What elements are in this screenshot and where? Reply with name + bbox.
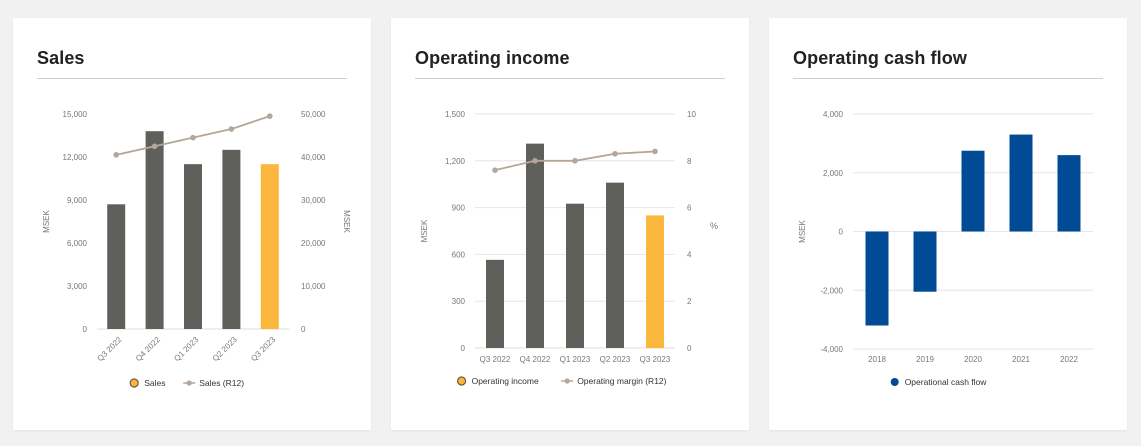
y-axis-title: MSEK <box>42 210 51 233</box>
y-tick-label: -2,000 <box>820 286 843 295</box>
bar <box>865 231 889 326</box>
x-tick-label: Q1 2023 <box>560 355 591 364</box>
line-point <box>267 113 273 119</box>
y-right-tick-label: 40,000 <box>301 153 326 162</box>
x-tick-label: 2019 <box>916 355 934 364</box>
line-point <box>652 148 658 155</box>
operating-cash-flow-chart: -4,000 -2,000 0 2,000 4,000 MSEK 2018 2019 2020 2… <box>798 110 1093 387</box>
y-tick-label: 1,200 <box>445 157 466 166</box>
line-point <box>572 158 578 164</box>
y-right-tick-label: 8 <box>687 157 692 166</box>
y-tick-label: 0 <box>83 325 88 334</box>
operating-cash-flow-card: Operating cash flow -4,000 -2,000 0 2,000 4,… <box>769 18 1127 430</box>
bar <box>606 182 624 348</box>
x-tick-label: Q3 2023 <box>640 355 671 364</box>
x-tick-label: Q4 2022 <box>520 355 551 364</box>
y-tick-label: 9,000 <box>67 196 88 205</box>
operating-income-card: Operating income 0 300 600 900 1,200 1,500 0 2 4… <box>391 18 749 430</box>
x-tick-label: 2021 <box>1012 355 1030 364</box>
y-right-tick-label: 6 <box>687 204 692 213</box>
x-tick-label: 2022 <box>1060 355 1078 364</box>
y-tick-label: 6,000 <box>67 239 88 248</box>
legend-label: Sales <box>144 378 165 388</box>
operating-income-chart: 0 300 600 900 1,200 1,500 0 2 4 6 8 10 MSEK % Q3 2022 Q… <box>420 110 718 386</box>
legend-label: Operating margin (R12) <box>577 376 666 386</box>
line-point <box>492 167 498 173</box>
y-tick-label: 300 <box>452 297 466 306</box>
y-right-axis-title: % <box>710 221 718 231</box>
x-tick-label: 2018 <box>868 355 886 364</box>
legend-label: Operational cash flow <box>905 377 988 387</box>
y-axis-title: MSEK <box>420 219 429 242</box>
y-axis-title: MSEK <box>798 220 807 243</box>
legend-label: Operating income <box>472 376 539 386</box>
y-right-tick-label: 50,000 <box>301 110 326 119</box>
x-tick-label: Q3 2023 <box>249 335 277 363</box>
line-point <box>113 152 119 158</box>
card-title: Operating income <box>415 48 570 68</box>
bar <box>646 215 664 348</box>
y-tick-label: 900 <box>452 204 466 213</box>
y-right-tick-label: 2 <box>687 297 692 306</box>
x-tick-label: 2020 <box>964 355 982 364</box>
line-point <box>532 158 538 164</box>
y-right-tick-label: 0 <box>301 325 306 334</box>
sales-card: Sales 0 3,000 6,000 9,000 12,000 15,000 0 10,00… <box>13 18 371 430</box>
bar <box>222 149 241 329</box>
x-tick-label: Q3 2022 <box>480 355 511 364</box>
y-tick-label: 2,000 <box>823 169 844 178</box>
y-tick-label: 3,000 <box>67 282 88 291</box>
title-divider <box>415 78 725 79</box>
x-tick-label: Q1 2023 <box>172 335 200 363</box>
y-tick-label: 0 <box>839 228 844 237</box>
y-right-tick-label: 10 <box>687 110 696 119</box>
line-point <box>151 143 158 150</box>
y-right-tick-label: 4 <box>687 250 692 259</box>
y-right-tick-label: 0 <box>687 344 692 353</box>
bar <box>107 204 126 329</box>
title-divider <box>37 78 347 79</box>
y-tick-label: 1,500 <box>445 110 466 119</box>
legend-marker <box>186 380 192 386</box>
bar <box>1009 134 1033 232</box>
legend-label: Sales (R12) <box>199 378 244 388</box>
y-right-axis-title: MSEK <box>342 210 351 233</box>
y-tick-label: 0 <box>461 344 466 353</box>
legend-marker <box>129 378 139 388</box>
card-title: Sales <box>37 48 85 68</box>
bar <box>1057 155 1081 232</box>
bar <box>145 131 164 329</box>
x-tick-label: Q2 2023 <box>211 335 239 363</box>
y-right-tick-label: 30,000 <box>301 196 326 205</box>
bar <box>184 164 202 329</box>
y-right-tick-label: 20,000 <box>301 239 326 248</box>
bar <box>260 164 279 329</box>
bar <box>526 143 544 348</box>
legend-marker <box>564 378 570 384</box>
x-tick-label: Q2 2023 <box>600 355 631 364</box>
bar <box>961 150 985 232</box>
y-tick-label: 12,000 <box>63 153 88 162</box>
line-point <box>190 134 196 141</box>
y-tick-label: 15,000 <box>63 110 88 119</box>
bar <box>566 203 584 348</box>
legend-marker <box>456 376 467 386</box>
line-point <box>228 126 235 132</box>
y-tick-label: -4,000 <box>820 345 843 354</box>
y-tick-label: 4,000 <box>823 110 844 119</box>
card-title: Operating cash flow <box>793 48 967 68</box>
title-divider <box>793 78 1103 79</box>
bar <box>913 231 937 292</box>
sales-chart: 0 3,000 6,000 9,000 12,000 15,000 0 10,000 20,00… <box>42 110 351 388</box>
x-tick-label: Q4 2022 <box>134 335 162 363</box>
y-tick-label: 600 <box>452 250 466 259</box>
legend-marker <box>890 378 899 386</box>
y-right-tick-label: 10,000 <box>301 282 326 291</box>
line-point <box>612 150 618 157</box>
bar <box>486 259 504 348</box>
x-tick-label: Q3 2022 <box>96 335 124 363</box>
